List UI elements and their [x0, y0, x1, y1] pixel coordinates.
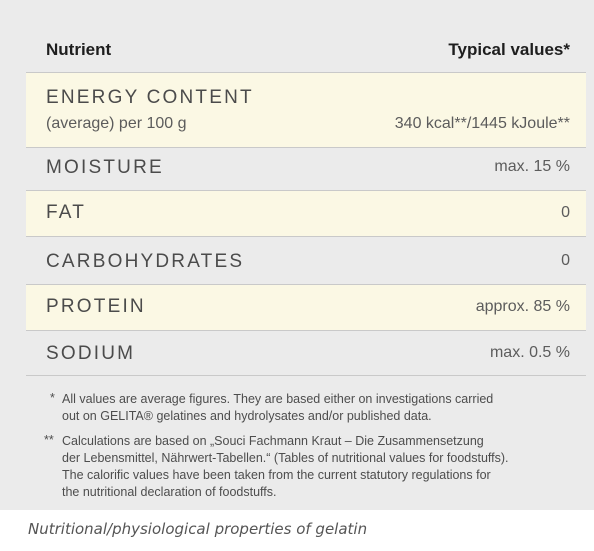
footnote-2-mark: **	[44, 433, 54, 447]
row-label: FAT	[46, 202, 87, 223]
row-label: MOISTURE	[46, 157, 164, 178]
table-row-energy: ENERGY CONTENT (average) per 100 g 340 k…	[26, 72, 586, 147]
footnote-2-line-3: The calorific values have been taken fro…	[62, 468, 491, 482]
header-nutrient: Nutrient	[46, 40, 112, 59]
footnote-1-line-1: All values are average figures. They are…	[62, 392, 494, 406]
footnote-1: All values are average figures. They are…	[62, 391, 493, 425]
row-value: 0	[561, 204, 570, 221]
row-value: 340 kcal**/1445 kJoule**	[394, 115, 570, 132]
table-row-carbohydrates: CARBOHYDRATES 0	[26, 236, 586, 284]
footnote-2-line-2: der Lebensmittel, Nährwert-Tabellen.“ (T…	[62, 451, 509, 465]
row-value: approx. 85 %	[475, 298, 570, 315]
header-typical-values: Typical values*	[448, 40, 570, 59]
footnote-2-line-1: Calculations are based on „Souci Fachman…	[62, 434, 484, 448]
row-label: PROTEIN	[46, 296, 146, 317]
row-label: SODIUM	[46, 343, 136, 364]
row-label: CARBOHYDRATES	[46, 251, 245, 272]
table-row-fat: FAT 0	[26, 190, 586, 236]
table-header: Nutrient Typical values*	[0, 0, 594, 72]
table-row-sodium: SODIUM max. 0.5 %	[26, 330, 586, 376]
row-sublabel: (average) per 100 g	[46, 115, 187, 132]
nutrition-table-card: Nutrient Typical values* ENERGY CONTENT …	[0, 0, 594, 510]
footnote-2: Calculations are based on „Souci Fachman…	[62, 433, 509, 501]
row-value: max. 0.5 %	[489, 344, 570, 361]
row-label: ENERGY CONTENT	[46, 87, 254, 108]
table-row-moisture: MOISTURE max. 15 %	[26, 147, 586, 190]
row-value: 0	[561, 252, 570, 269]
row-value: max. 15 %	[494, 158, 570, 175]
footnote-1-mark: *	[50, 391, 55, 405]
footnote-2-line-4: the nutritional declaration of foodstuff…	[62, 485, 277, 499]
footnote-1-line-2: out on GELITA® gelatines and hydrolysate…	[62, 409, 432, 423]
figure-caption: Nutritional/physiological properties of …	[28, 520, 368, 538]
table-row-protein: PROTEIN approx. 85 %	[26, 284, 586, 330]
